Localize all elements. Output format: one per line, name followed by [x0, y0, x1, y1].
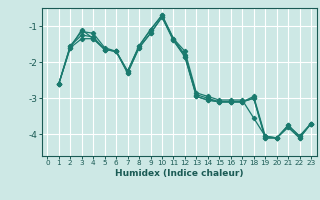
X-axis label: Humidex (Indice chaleur): Humidex (Indice chaleur) [115, 169, 244, 178]
